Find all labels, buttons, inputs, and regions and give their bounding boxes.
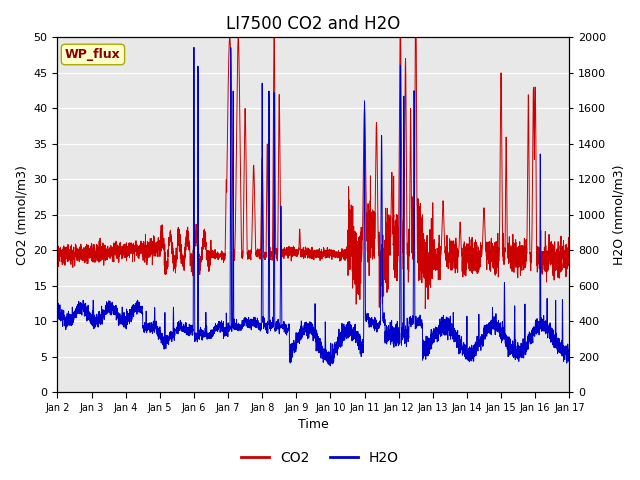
Text: WP_flux: WP_flux <box>65 48 121 61</box>
Legend: CO2, H2O: CO2, H2O <box>236 445 404 471</box>
Y-axis label: CO2 (mmol/m3): CO2 (mmol/m3) <box>15 165 28 265</box>
X-axis label: Time: Time <box>298 419 329 432</box>
Title: LI7500 CO2 and H2O: LI7500 CO2 and H2O <box>226 15 401 33</box>
Y-axis label: H2O (mmol/m3): H2O (mmol/m3) <box>612 165 625 265</box>
